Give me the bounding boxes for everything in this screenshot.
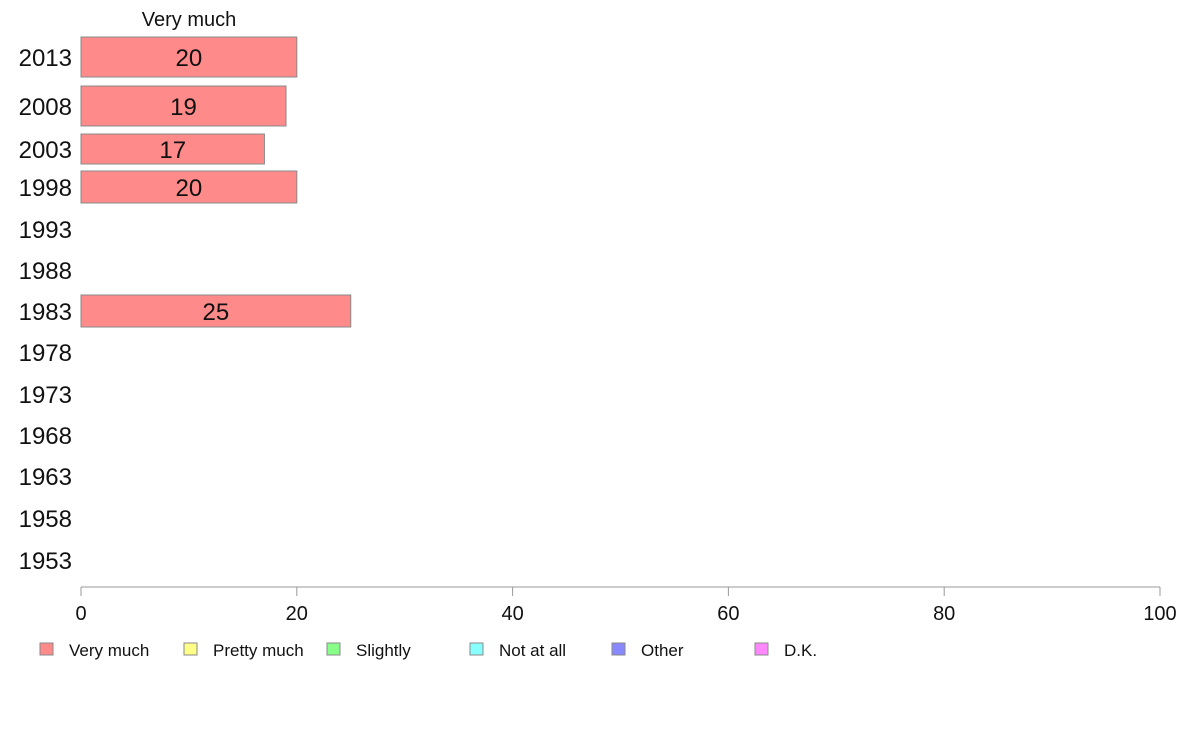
year-label-1983: 1983	[19, 299, 72, 326]
year-label-1988: 1988	[19, 258, 72, 285]
x-tick-label-0: 0	[75, 603, 86, 625]
legend-label-pretty-much: Pretty much	[213, 641, 304, 660]
bar-value-2003-very-much: 17	[159, 137, 186, 164]
bar-value-2008-very-much: 19	[170, 94, 197, 121]
year-label-2003: 2003	[19, 137, 72, 164]
bar-value-1983-very-much: 25	[203, 299, 230, 326]
x-tick-label-100: 100	[1143, 603, 1176, 625]
bar-2013-very-much	[80, 36, 298, 78]
x-tick-label-20: 20	[286, 603, 308, 625]
x-tick-label-60: 60	[717, 603, 739, 625]
legend-swatch-slightly	[326, 642, 341, 656]
legend-label-not-at-all: Not at all	[499, 641, 566, 660]
bar-2003-very-much	[80, 133, 265, 165]
legend-swatch-very-much	[39, 642, 54, 656]
legend-label-very-much: Very much	[69, 641, 149, 660]
bar-1983-very-much	[80, 294, 352, 328]
legend-label-d-k-: D.K.	[784, 641, 817, 660]
legend-swatch-other	[611, 642, 626, 656]
legend-label-other: Other	[641, 641, 684, 660]
bar-2008-very-much	[80, 85, 287, 127]
year-label-1998: 1998	[19, 175, 72, 202]
bar-value-1998-very-much: 20	[176, 175, 203, 202]
year-label-1953: 1953	[19, 548, 72, 575]
legend-swatch-pretty-much	[183, 642, 198, 656]
x-tick-label-40: 40	[501, 603, 523, 625]
bar-value-2013-very-much: 20	[176, 45, 203, 72]
year-label-1958: 1958	[19, 506, 72, 533]
year-label-1973: 1973	[19, 382, 72, 409]
bar-1998-very-much	[80, 170, 298, 204]
year-label-1963: 1963	[19, 464, 72, 491]
legend-swatch-not-at-all	[469, 642, 484, 656]
x-tick-label-80: 80	[933, 603, 955, 625]
year-label-2008: 2008	[19, 94, 72, 121]
year-label-1993: 1993	[19, 217, 72, 244]
legend-swatch-d-k-	[754, 642, 769, 656]
year-label-2013: 2013	[19, 45, 72, 72]
legend-label-slightly: Slightly	[356, 641, 411, 660]
year-label-1978: 1978	[19, 340, 72, 367]
column-header: Very much	[142, 9, 236, 31]
year-label-1968: 1968	[19, 423, 72, 450]
